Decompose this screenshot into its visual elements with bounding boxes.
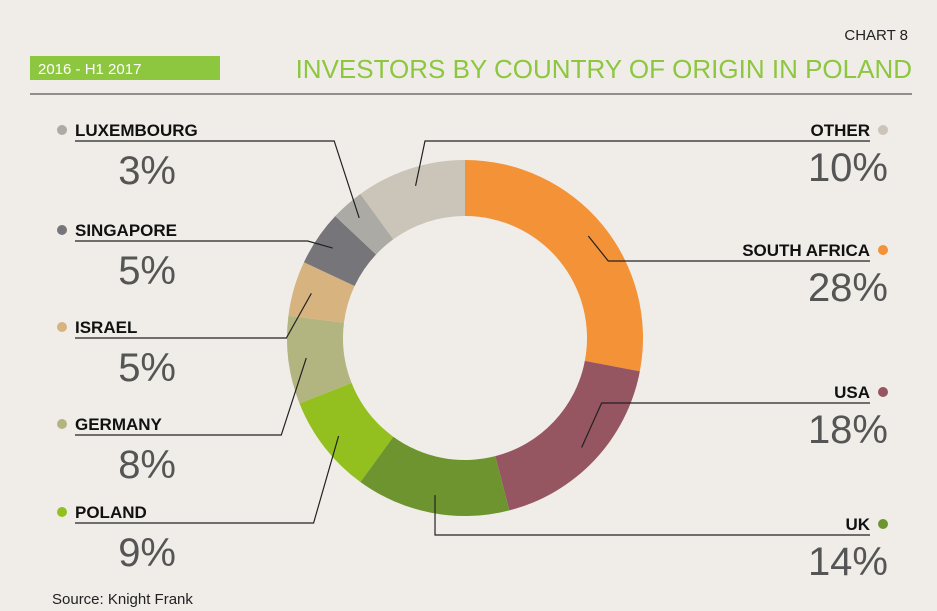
slice	[303, 216, 377, 287]
leader-line	[75, 240, 333, 249]
label-name: ISRAEL	[75, 318, 137, 337]
slice	[287, 315, 352, 404]
slice	[360, 160, 465, 240]
legend-dot	[57, 507, 67, 517]
value-label: 10%	[808, 146, 888, 190]
slice	[465, 160, 643, 372]
leader-line	[434, 495, 870, 536]
value-label: 14%	[808, 540, 888, 584]
label-name: LUXEMBOURG	[75, 121, 198, 140]
value-label: 3%	[118, 149, 176, 193]
slice	[495, 360, 640, 511]
leader-line	[75, 357, 307, 436]
label-name: UK	[845, 515, 870, 534]
slice	[288, 262, 355, 323]
legend-dot	[878, 245, 888, 255]
value-label: 5%	[118, 346, 176, 390]
slice	[360, 436, 510, 516]
leader-line	[414, 140, 870, 186]
legend-dot	[57, 419, 67, 429]
value-label: 9%	[118, 531, 176, 575]
subtitle-box	[30, 56, 220, 80]
leader-line	[75, 435, 340, 524]
label-name: SINGAPORE	[75, 221, 177, 240]
slice	[335, 193, 394, 255]
label-name: SOUTH AFRICA	[742, 241, 870, 260]
chart-label: CHART 8	[844, 27, 908, 44]
leader-line	[587, 235, 870, 262]
leader-line	[75, 140, 360, 219]
legend-dot	[878, 519, 888, 529]
legend-dot	[878, 125, 888, 135]
leader-line	[75, 293, 312, 339]
slice	[299, 382, 394, 483]
label-name: OTHER	[811, 121, 871, 140]
chart-title: INVESTORS BY COUNTRY OF ORIGIN IN POLAND	[296, 54, 912, 84]
legend-dot	[878, 387, 888, 397]
label-name: USA	[834, 383, 870, 402]
leader-line	[581, 402, 870, 448]
value-label: 5%	[118, 249, 176, 293]
subtitle: 2016 - H1 2017	[38, 61, 141, 78]
legend-dot	[57, 322, 67, 332]
label-name: POLAND	[75, 503, 147, 522]
value-label: 8%	[118, 443, 176, 487]
legend-dot	[57, 125, 67, 135]
label-name: GERMANY	[75, 415, 163, 434]
value-label: 28%	[808, 266, 888, 310]
value-label: 18%	[808, 408, 888, 452]
source: Source: Knight Frank	[52, 591, 193, 608]
legend-dot	[57, 225, 67, 235]
